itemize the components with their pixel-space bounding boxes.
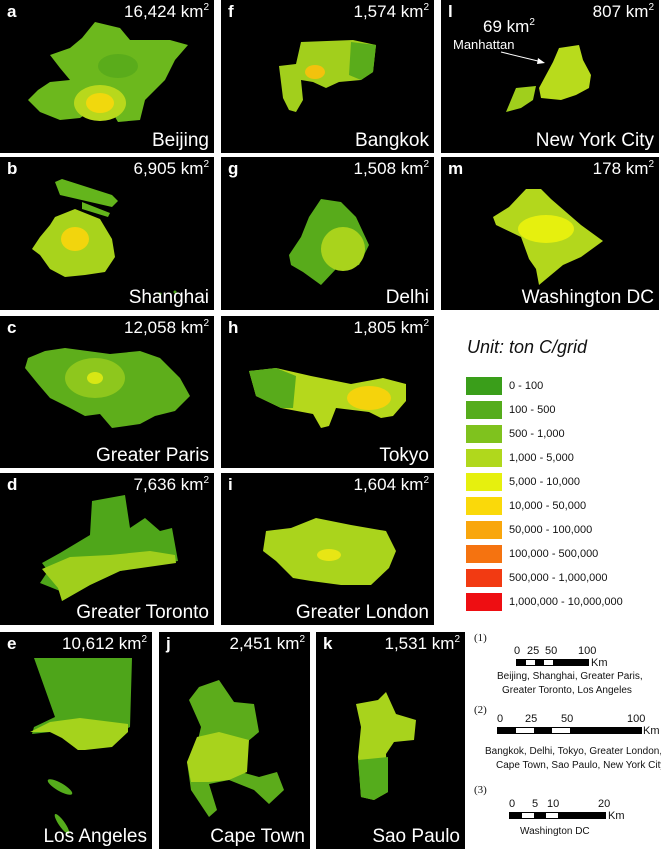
legend-item: 500,000 - 1,000,000 <box>466 569 607 587</box>
legend-item: 10,000 - 50,000 <box>466 497 586 515</box>
panel-letter: j <box>166 634 171 653</box>
beijing-emission-map <box>28 22 188 122</box>
city-name: Shanghai <box>128 287 209 308</box>
map-panel-los-angeles: e 10,612 km2 Los Angeles <box>0 632 152 849</box>
city-name: Washington DC <box>521 287 654 308</box>
legend-swatch <box>466 449 502 467</box>
scalebar-index: (1) <box>474 632 487 644</box>
area-label: 1,508 km2 <box>353 159 429 178</box>
city-name: Greater Paris <box>96 445 209 466</box>
map-panel-bangkok: f 1,574 km2 Bangkok <box>221 0 434 153</box>
map-panel-delhi: g 1,508 km2 Delhi <box>221 157 434 310</box>
new-york-city-emission-map <box>500 45 591 112</box>
cape-town-emission-map <box>187 680 284 817</box>
panel-letter: l <box>448 2 453 21</box>
city-name: Cape Town <box>210 826 305 847</box>
manhattan-label: Manhattan <box>453 37 515 52</box>
city-name: Greater Toronto <box>76 602 209 623</box>
washington-dc-emission-map <box>493 189 603 285</box>
map-panel-new-york-city: l 807 km2 69 km2 Manhattan New York City <box>441 0 659 153</box>
legend-swatch <box>466 521 502 539</box>
greater-paris-emission-map <box>25 348 190 428</box>
panel-letter: f <box>228 2 234 21</box>
area-label: 1,531 km2 <box>384 634 460 653</box>
area-label: 1,604 km2 <box>353 475 429 494</box>
map-panel-washington-dc: m 178 km2 Washington DC <box>441 157 659 310</box>
area-label: 10,612 km2 <box>62 634 147 653</box>
city-name: Bangkok <box>355 130 429 151</box>
area-label: 807 km2 <box>592 2 654 21</box>
city-name: New York City <box>535 130 654 151</box>
legend-swatch <box>466 497 502 515</box>
area-label: 6,905 km2 <box>133 159 209 178</box>
manhattan-area-label: 69 km2 <box>483 17 535 36</box>
scalebar-graphic <box>497 727 642 734</box>
area-label: 1,805 km2 <box>353 318 429 337</box>
legend-item: 100 - 500 <box>466 401 555 419</box>
legend-item: 50,000 - 100,000 <box>466 521 592 539</box>
tokyo-emission-map <box>249 368 406 428</box>
legend-swatch <box>466 593 502 611</box>
panel-letter: c <box>7 318 17 337</box>
greater-toronto-emission-map <box>40 495 178 601</box>
map-panel-greater-london: i 1,604 km2 Greater London <box>221 473 434 625</box>
city-name: Greater London <box>295 602 429 623</box>
legend-item: 500 - 1,000 <box>466 425 565 443</box>
panel-letter: i <box>228 475 233 494</box>
greater-london-emission-map <box>263 518 396 585</box>
map-panel-cape-town: j 2,451 km2 Cape Town <box>159 632 310 849</box>
legend-item: 0 - 100 <box>466 377 543 395</box>
sao-paulo-emission-map <box>356 692 416 800</box>
area-label: 16,424 km2 <box>124 2 209 21</box>
map-panel-tokyo: h 1,805 km2 Tokyo <box>221 316 434 468</box>
bangkok-emission-map <box>279 40 376 112</box>
city-name: Beijing <box>151 130 209 151</box>
city-name: Sao Paulo <box>372 826 460 847</box>
legend-title: Unit: ton C/grid <box>467 337 588 357</box>
map-panel-shanghai: b 6,905 km2 Shanghai <box>0 157 214 310</box>
scalebar-graphic <box>509 812 606 819</box>
scalebar-index: (2) <box>474 704 487 716</box>
area-label: 2,451 km2 <box>229 634 305 653</box>
map-panel-sao-paulo: k 1,531 km2 Sao Paulo <box>316 632 465 849</box>
legend-swatch <box>466 401 502 419</box>
los-angeles-emission-map <box>30 658 132 834</box>
legend-item: 100,000 - 500,000 <box>466 545 598 563</box>
city-name: Tokyo <box>379 445 429 466</box>
map-panel-greater-toronto: d 7,636 km2 Greater Toronto <box>0 473 214 625</box>
panel-letter: h <box>228 318 239 337</box>
panel-letter: g <box>228 159 239 178</box>
area-label: 12,058 km2 <box>124 318 209 337</box>
panel-letter: b <box>7 159 18 178</box>
area-label: 7,636 km2 <box>133 475 209 494</box>
city-name: Los Angeles <box>43 826 147 847</box>
legend-swatch <box>466 377 502 395</box>
shanghai-emission-map <box>32 179 177 298</box>
scalebar-index: (3) <box>474 784 487 796</box>
legend-item: 5,000 - 10,000 <box>466 473 580 491</box>
panel-letter: k <box>323 634 333 653</box>
map-panel-beijing: a 16,424 km2 Beijing <box>0 0 214 153</box>
panel-letter: e <box>7 634 17 653</box>
legend-item: 1,000 - 5,000 <box>466 449 574 467</box>
map-panel-greater-paris: c 12,058 km2 Greater Paris <box>0 316 214 468</box>
legend-swatch <box>466 473 502 491</box>
legend-item: 1,000,000 - 10,000,000 <box>466 593 623 611</box>
legend-swatch <box>466 569 502 587</box>
area-label: 1,574 km2 <box>353 2 429 21</box>
panel-letter: d <box>7 475 18 494</box>
city-name: Delhi <box>385 287 429 308</box>
legend-swatch <box>466 425 502 443</box>
legend-swatch <box>466 545 502 563</box>
panel-letter: a <box>7 2 17 21</box>
delhi-emission-map <box>289 199 369 285</box>
panel-letter: m <box>448 159 464 178</box>
scalebar-graphic <box>516 659 589 666</box>
area-label: 178 km2 <box>592 159 654 178</box>
